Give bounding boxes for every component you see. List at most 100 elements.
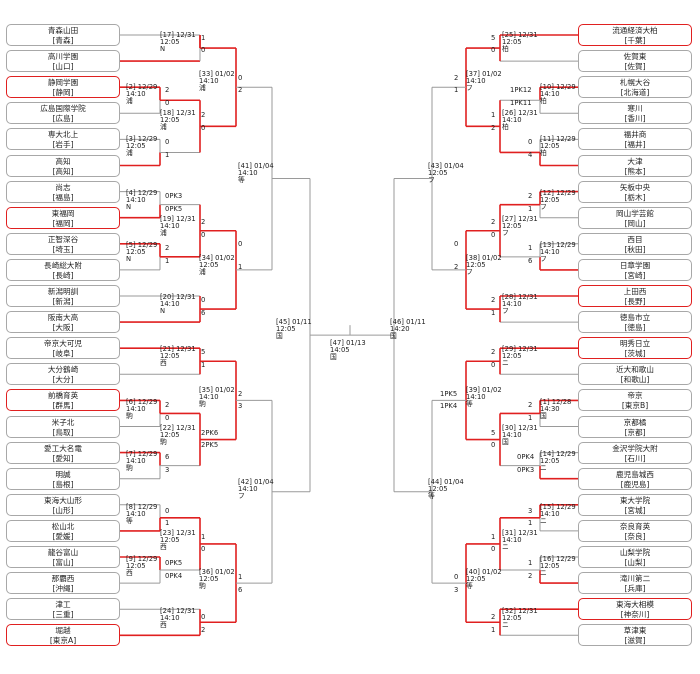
team-prefecture: [愛媛] bbox=[52, 531, 74, 541]
match-info-line: 12:05 bbox=[540, 562, 560, 571]
match-info-line: [34] 01/02 bbox=[199, 254, 235, 262]
match-info-line: 14:30 bbox=[540, 405, 560, 414]
match-info-line: [9] 12/29 bbox=[126, 555, 158, 563]
match-info-line: ニ bbox=[540, 517, 547, 526]
team-name: 京都橘 bbox=[623, 417, 647, 427]
match-info-line: [45] 01/11 bbox=[276, 318, 312, 326]
team-name: 尚志 bbox=[55, 182, 71, 192]
team-box: 明誠 [島根] bbox=[6, 467, 120, 490]
score-label: 0 bbox=[165, 414, 170, 422]
team-box: 東大学院 [宮城] bbox=[578, 493, 692, 516]
team-box: 徳島市立 [徳島] bbox=[578, 311, 692, 334]
team-name: 帝京 bbox=[627, 391, 643, 401]
team-prefecture: [岡山] bbox=[624, 218, 646, 228]
team-name: 広島国際学院 bbox=[40, 104, 86, 114]
team-name: 大津 bbox=[627, 156, 643, 166]
match-info-line: フ bbox=[428, 176, 435, 185]
match-info-line: 12:05 bbox=[160, 431, 180, 440]
match-info-line: 12:05 bbox=[160, 38, 180, 47]
score-label: 3 bbox=[165, 466, 170, 474]
match-info-line: 12:05 bbox=[160, 536, 180, 545]
score-label: 3 bbox=[454, 586, 459, 594]
match-info-line: 14:10 bbox=[466, 77, 486, 86]
team-box: 青森山田 [青森] bbox=[6, 24, 120, 46]
match-info-line: 14:10 bbox=[540, 510, 560, 519]
team-prefecture: [岐阜] bbox=[52, 349, 74, 359]
team-prefecture: [京都] bbox=[624, 427, 646, 437]
team-name: 佐賀東 bbox=[623, 52, 647, 62]
match-info-line: 12:05 bbox=[160, 116, 180, 125]
match-info-line: 14:10 bbox=[502, 300, 522, 309]
score-label: 5 bbox=[491, 429, 496, 437]
score-label: 5 bbox=[491, 34, 496, 42]
match-info-m10: [10] 12/29 14:10 柏 bbox=[540, 83, 576, 106]
match-info-m14: [14] 12/29 12:05 ニ bbox=[540, 450, 576, 473]
match-info-line: 浦 bbox=[126, 149, 133, 158]
team-prefecture: [山形] bbox=[52, 505, 74, 515]
match-info-line: 12:05 bbox=[466, 261, 486, 270]
match-info-line: 西 bbox=[160, 359, 167, 368]
match-info-line: 国 bbox=[276, 332, 283, 341]
match-info-m7: [7] 12/29 14:10 駒 bbox=[126, 450, 157, 473]
team-name: 徳島市立 bbox=[619, 313, 651, 323]
team-name: 堀越 bbox=[55, 626, 71, 636]
team-box: 堀越 [東京A] bbox=[6, 624, 120, 647]
team-prefecture: [兵庫] bbox=[624, 584, 646, 594]
team-prefecture: [島根] bbox=[52, 479, 74, 489]
team-name: 松山北 bbox=[51, 521, 75, 531]
team-name: 那覇西 bbox=[51, 574, 75, 584]
score-label: 1PK11 bbox=[510, 99, 532, 107]
score-label: 0 bbox=[165, 99, 170, 107]
score-label: 2 bbox=[201, 218, 206, 226]
team-name: 福井商 bbox=[623, 130, 647, 140]
score-label: 3 bbox=[238, 402, 243, 410]
team-name: 東海大山形 bbox=[44, 495, 82, 505]
team-prefecture: [静岡] bbox=[52, 88, 74, 98]
match-info-line: 14:10 bbox=[466, 393, 486, 402]
match-info-line: 駒 bbox=[160, 438, 167, 447]
match-info-m25: [25] 12/31 12:05 柏 bbox=[502, 31, 538, 54]
match-info-m40: [40] 01/02 12:05 等 bbox=[466, 568, 502, 591]
score-label: 0 bbox=[491, 231, 496, 239]
match-info-m39: [39] 01/02 14:10 等 bbox=[466, 386, 502, 409]
match-info-line: ニ bbox=[502, 621, 509, 630]
match-info-line: ニ bbox=[540, 464, 547, 473]
team-name: 近大和歌山 bbox=[616, 365, 654, 375]
score-label: 2 bbox=[528, 401, 533, 409]
team-box: 奈良育英 [奈良] bbox=[578, 519, 692, 542]
match-info-line: 12:05 bbox=[540, 457, 560, 466]
team-box: 前橋育英 [群馬] bbox=[6, 389, 120, 412]
match-info-m28: [28] 12/31 14:10 フ bbox=[502, 293, 538, 316]
team-prefecture: [東京B] bbox=[621, 401, 649, 411]
match-info-line: [31] 12/31 bbox=[502, 529, 538, 537]
match-info-line: [30] 12/31 bbox=[502, 424, 538, 432]
team-box: 寒川 [香川] bbox=[578, 102, 692, 125]
score-label: 0PK3 bbox=[517, 466, 535, 474]
team-prefecture: [宮崎] bbox=[624, 270, 646, 280]
score-label: 5 bbox=[201, 348, 206, 356]
match-info-line: 等 bbox=[428, 492, 435, 501]
match-info-line: 12:05 bbox=[199, 261, 219, 270]
score-label: 1 bbox=[491, 309, 496, 317]
match-info-m6: [6] 12/29 14:10 駒 bbox=[126, 398, 157, 421]
team-name: 札幌大谷 bbox=[619, 78, 651, 88]
score-label: 0 bbox=[491, 441, 496, 449]
match-info-line: N bbox=[160, 307, 166, 316]
match-info-m34: [34] 01/02 12:05 浦 bbox=[199, 254, 235, 277]
score-label: 1 bbox=[491, 111, 496, 119]
match-info-line: [16] 12/29 bbox=[540, 555, 576, 563]
match-info-line: [12] 12/29 bbox=[540, 189, 576, 197]
match-info-line: 14:10 bbox=[126, 457, 146, 466]
match-info-m3: [3] 12/29 12:05 浦 bbox=[126, 135, 157, 158]
team-box: 専大北上 [岩手] bbox=[6, 128, 120, 151]
match-info-m15: [15] 12/29 14:10 ニ bbox=[540, 503, 576, 526]
match-info-line: フ bbox=[540, 255, 547, 264]
match-info-line: [10] 12/29 bbox=[540, 83, 576, 91]
team-box: 大分鶴崎 [大分] bbox=[6, 363, 120, 386]
team-box: 米子北 [鳥取] bbox=[6, 415, 120, 438]
match-info-line: [15] 12/29 bbox=[540, 503, 576, 511]
match-info-line: 14:10 bbox=[126, 196, 146, 205]
team-prefecture: [富山] bbox=[52, 558, 74, 567]
team-box: 草津東 [滋賀] bbox=[578, 624, 692, 647]
